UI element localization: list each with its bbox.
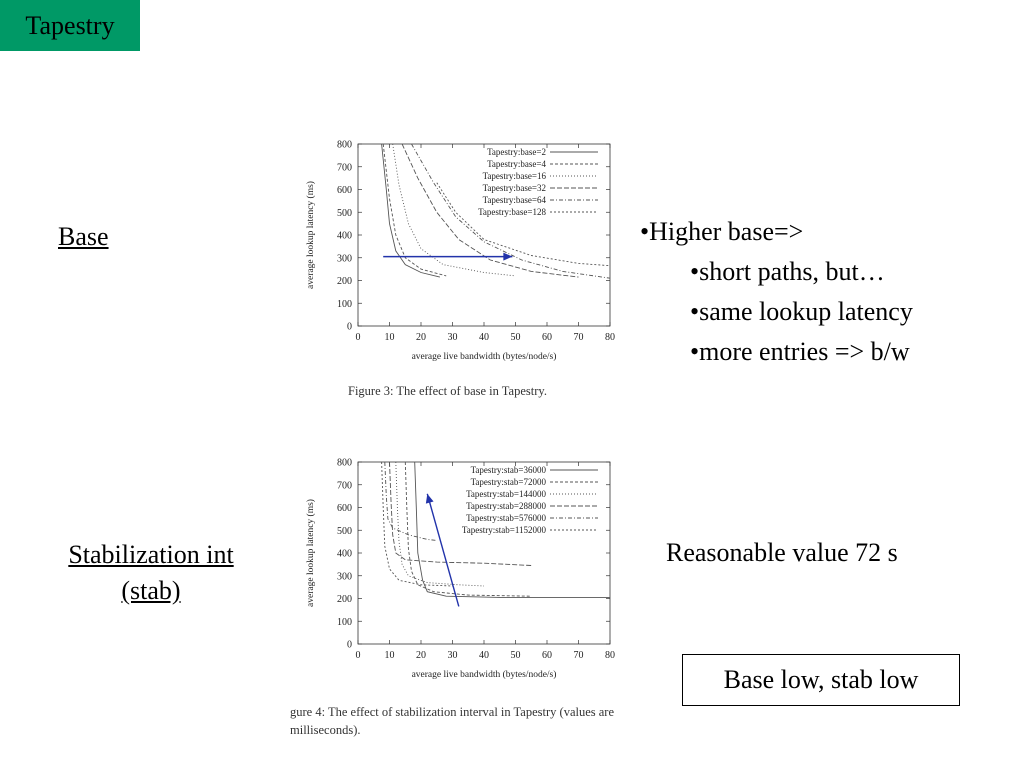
x-tick-label: 40 bbox=[479, 650, 489, 661]
y-axis-label: average lookup latency (ms) bbox=[305, 181, 316, 289]
series-line bbox=[382, 144, 447, 277]
x-tick-label: 20 bbox=[416, 650, 426, 661]
slide-title: Tapestry bbox=[0, 0, 140, 51]
stab-label: Stabilization int (stab) bbox=[40, 537, 262, 609]
bullet-item: •short paths, but… bbox=[690, 257, 885, 286]
y-tick-label: 800 bbox=[337, 140, 352, 151]
x-tick-label: 40 bbox=[479, 332, 489, 343]
legend-label: Tapestry:stab=288000 bbox=[466, 501, 546, 511]
y-tick-label: 0 bbox=[347, 640, 352, 651]
y-axis-label: average lookup latency (ms) bbox=[305, 499, 316, 607]
figure3-caption: Figure 3: The effect of base in Tapestry… bbox=[348, 384, 547, 398]
series-line bbox=[414, 462, 610, 598]
x-tick-label: 80 bbox=[605, 650, 615, 661]
x-tick-label: 70 bbox=[574, 332, 584, 343]
bullet-list: •Higher base=> •short paths, but… •same … bbox=[640, 212, 913, 372]
y-tick-label: 500 bbox=[337, 208, 352, 219]
legend-label: Tapestry:base=16 bbox=[483, 171, 547, 181]
legend-label: Tapestry:stab=36000 bbox=[471, 465, 547, 475]
x-tick-label: 60 bbox=[542, 332, 552, 343]
x-tick-label: 10 bbox=[385, 650, 395, 661]
series-line bbox=[436, 182, 610, 267]
x-tick-label: 30 bbox=[448, 650, 458, 661]
legend-label: Tapestry:base=128 bbox=[478, 207, 546, 217]
figure4-caption-line1: gure 4: The effect of stabilization inte… bbox=[290, 705, 615, 719]
y-tick-label: 300 bbox=[337, 571, 352, 582]
figure4-caption: gure 4: The effect of stabilization inte… bbox=[290, 703, 614, 739]
legend-label: Tapestry:stab=1152000 bbox=[462, 525, 547, 535]
x-tick-label: 0 bbox=[356, 332, 361, 343]
x-axis-label: average live bandwidth (bytes/node/s) bbox=[412, 351, 557, 362]
bullet-item: •same lookup latency bbox=[690, 297, 913, 326]
y-tick-label: 0 bbox=[347, 322, 352, 333]
bullet-item: •Higher base=> bbox=[640, 217, 804, 246]
y-tick-label: 600 bbox=[337, 185, 352, 196]
series-line bbox=[395, 462, 485, 587]
legend-label: Tapestry:base=2 bbox=[487, 147, 546, 157]
series-line bbox=[404, 462, 532, 597]
boxed-note: Base low, stab low bbox=[682, 654, 960, 706]
figure4-caption-line2: milliseconds). bbox=[290, 723, 361, 737]
legend-label: Tapestry:base=4 bbox=[487, 159, 546, 169]
reasonable-value-note: Reasonable value 72 s bbox=[666, 538, 898, 567]
y-tick-label: 200 bbox=[337, 276, 352, 287]
series-line bbox=[389, 462, 532, 566]
series-line bbox=[381, 462, 453, 587]
arrow-head bbox=[503, 252, 513, 261]
legend-label: Tapestry:base=32 bbox=[483, 183, 546, 193]
x-tick-label: 50 bbox=[511, 332, 521, 343]
y-tick-label: 300 bbox=[337, 253, 352, 264]
y-tick-label: 400 bbox=[337, 549, 352, 560]
x-tick-label: 50 bbox=[511, 650, 521, 661]
base-label: Base bbox=[58, 222, 109, 251]
y-tick-label: 700 bbox=[337, 162, 352, 173]
bullet-item: •more entries => b/w bbox=[690, 337, 910, 366]
series-group bbox=[381, 144, 610, 279]
series-group bbox=[381, 462, 610, 598]
y-tick-label: 500 bbox=[337, 526, 352, 537]
x-tick-label: 0 bbox=[356, 650, 361, 661]
x-tick-label: 70 bbox=[574, 650, 584, 661]
x-tick-label: 30 bbox=[448, 332, 458, 343]
legend-label: Tapestry:base=64 bbox=[483, 195, 547, 205]
stab-label-line2: (stab) bbox=[121, 576, 181, 605]
y-tick-label: 700 bbox=[337, 480, 352, 491]
series-line bbox=[401, 144, 579, 278]
y-tick-label: 400 bbox=[337, 231, 352, 242]
stab-label-line1: Stabilization int bbox=[68, 540, 234, 569]
x-tick-label: 80 bbox=[605, 332, 615, 343]
y-tick-label: 100 bbox=[337, 299, 352, 310]
x-tick-label: 10 bbox=[385, 332, 395, 343]
legend-label: Tapestry:stab=144000 bbox=[466, 489, 546, 499]
y-tick-label: 600 bbox=[337, 503, 352, 514]
legend-label: Tapestry:stab=72000 bbox=[471, 477, 547, 487]
x-axis-label: average live bandwidth (bytes/node/s) bbox=[412, 669, 557, 680]
arrow-head bbox=[425, 493, 434, 504]
series-line bbox=[411, 144, 610, 279]
legend-label: Tapestry:stab=576000 bbox=[466, 513, 546, 523]
arrow-annotation bbox=[426, 493, 460, 607]
stab-chart: 0 100 200 300 400 500 600 700 800 0 10 20 30 40 50 60 70… bbox=[305, 458, 615, 681]
y-tick-label: 200 bbox=[337, 594, 352, 605]
base-chart: 0 100 200 300 400 500 600 700 800 0 10 20 30 40 50 60 70… bbox=[305, 140, 615, 363]
y-tick-label: 800 bbox=[337, 458, 352, 469]
x-tick-label: 20 bbox=[416, 332, 426, 343]
x-tick-label: 60 bbox=[542, 650, 552, 661]
y-tick-label: 100 bbox=[337, 617, 352, 628]
series-line bbox=[381, 144, 441, 278]
